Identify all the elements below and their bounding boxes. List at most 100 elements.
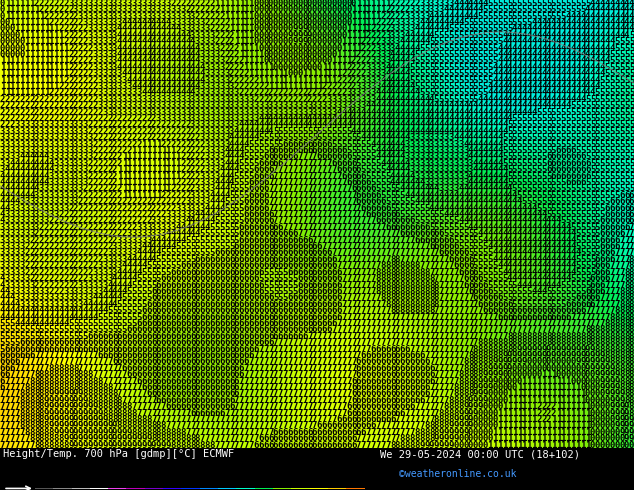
Text: 5: 5 [214, 229, 220, 238]
Text: 3: 3 [97, 63, 103, 72]
Text: 1: 1 [122, 165, 127, 174]
Text: 6: 6 [229, 351, 235, 360]
Bar [145, 488, 163, 490]
Text: 6: 6 [517, 306, 522, 315]
Text: 2: 2 [49, 114, 54, 123]
Text: 4: 4 [4, 287, 10, 296]
Text: 5: 5 [429, 44, 434, 52]
Text: 1: 1 [10, 75, 15, 85]
Text: 8: 8 [385, 268, 391, 277]
Text: 4: 4 [493, 248, 498, 258]
Text: 6: 6 [566, 159, 571, 168]
Text: 7: 7 [327, 338, 332, 347]
Text: 3: 3 [53, 140, 59, 148]
Text: 3: 3 [200, 178, 205, 187]
Text: 6: 6 [580, 300, 585, 309]
Text: 5: 5 [614, 133, 619, 142]
Text: 4: 4 [560, 229, 566, 238]
Text: 0: 0 [595, 396, 600, 405]
Text: 2: 2 [136, 140, 141, 148]
Text: 5: 5 [560, 204, 566, 213]
Text: 3: 3 [122, 95, 127, 104]
Text: 1: 1 [141, 172, 146, 181]
Text: 2: 2 [78, 248, 83, 258]
Text: 6: 6 [234, 261, 239, 270]
Text: 5: 5 [624, 172, 630, 181]
Text: 3: 3 [146, 11, 152, 21]
Text: 2: 2 [258, 88, 264, 98]
Text: 6: 6 [424, 370, 429, 379]
Text: 5: 5 [507, 294, 512, 302]
Text: 6: 6 [229, 338, 235, 347]
Text: 2: 2 [68, 24, 74, 33]
Text: 6: 6 [205, 351, 210, 360]
Text: 6: 6 [195, 332, 200, 341]
Text: 5: 5 [556, 287, 561, 296]
Text: 7: 7 [351, 255, 356, 264]
Text: 4: 4 [614, 5, 619, 14]
Text: 5: 5 [468, 37, 474, 46]
Text: 7: 7 [380, 313, 385, 321]
Text: 6: 6 [332, 146, 337, 155]
Text: 3: 3 [444, 140, 449, 148]
Text: 5: 5 [512, 178, 517, 187]
Text: 8: 8 [49, 370, 54, 379]
Text: 4: 4 [390, 88, 395, 98]
Text: 7: 7 [268, 370, 273, 379]
Text: 4: 4 [419, 24, 425, 33]
Text: 4: 4 [414, 95, 420, 104]
Text: 1: 1 [249, 50, 254, 59]
Text: 4: 4 [10, 191, 15, 200]
Text: 4: 4 [600, 0, 605, 8]
Text: 6: 6 [185, 325, 190, 334]
Text: 6: 6 [258, 313, 264, 321]
Text: 3: 3 [24, 223, 30, 232]
Text: 3: 3 [0, 255, 5, 264]
Text: 4: 4 [473, 140, 478, 148]
Text: 5: 5 [380, 184, 385, 194]
Text: 5: 5 [283, 287, 288, 296]
Text: 7: 7 [122, 383, 127, 392]
Text: 6: 6 [224, 338, 230, 347]
Text: 7: 7 [370, 280, 376, 290]
Text: 2: 2 [73, 44, 78, 52]
Text: 3: 3 [424, 165, 429, 174]
Text: 1: 1 [29, 5, 34, 14]
Text: 3: 3 [93, 56, 98, 65]
Text: 9: 9 [624, 421, 630, 430]
Text: 4: 4 [458, 18, 463, 27]
Text: 5: 5 [160, 255, 166, 264]
Text: 5: 5 [609, 121, 615, 129]
Text: 3: 3 [434, 165, 439, 174]
Text: 3: 3 [180, 18, 186, 27]
Text: 9: 9 [448, 441, 454, 450]
Text: 5: 5 [19, 325, 25, 334]
Text: 7: 7 [629, 223, 634, 232]
Text: 6: 6 [302, 268, 307, 277]
Text: 6: 6 [419, 229, 425, 238]
Text: 9: 9 [82, 409, 88, 417]
Text: 1: 1 [156, 172, 161, 181]
Text: 0: 0 [531, 357, 537, 367]
Text: 1: 1 [53, 69, 59, 78]
Text: 6: 6 [619, 223, 624, 232]
Text: 1: 1 [575, 415, 581, 424]
Text: 4: 4 [410, 114, 415, 123]
Text: 4: 4 [336, 121, 342, 129]
Text: 7: 7 [239, 441, 244, 450]
Text: 2: 2 [44, 280, 49, 290]
Text: 7: 7 [292, 364, 298, 373]
Text: 2: 2 [395, 5, 400, 14]
Text: 0: 0 [336, 0, 342, 8]
Text: 4: 4 [78, 313, 83, 321]
Text: 2: 2 [370, 44, 376, 52]
Text: 3: 3 [200, 133, 205, 142]
Text: 6: 6 [332, 428, 337, 437]
Text: 4: 4 [536, 18, 541, 27]
Text: 5: 5 [629, 75, 634, 85]
Text: 1: 1 [297, 82, 302, 91]
Text: 5: 5 [571, 223, 576, 232]
Text: 4: 4 [176, 69, 181, 78]
Bar [328, 488, 346, 490]
Text: 2: 2 [156, 197, 161, 206]
